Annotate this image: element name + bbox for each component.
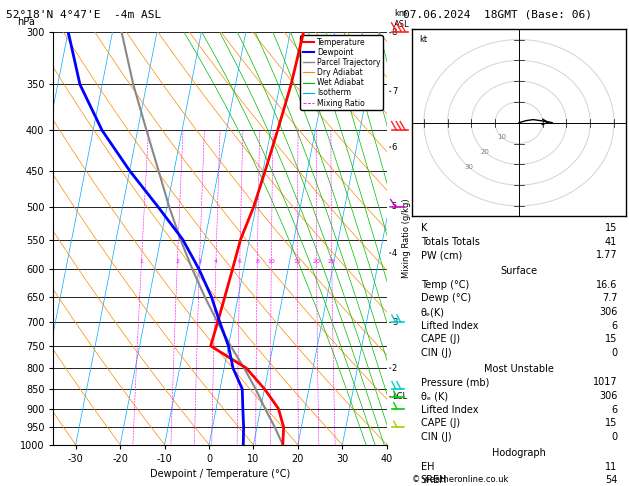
Text: 4: 4 [214,259,218,263]
Text: 10: 10 [498,135,506,140]
Text: 8: 8 [255,259,259,263]
Text: Dewp (°C): Dewp (°C) [421,294,470,303]
Text: kt: kt [419,35,427,44]
Text: 16.6: 16.6 [596,280,617,290]
Text: 7.7: 7.7 [602,294,617,303]
Text: 6: 6 [611,321,617,330]
Text: Mixing Ratio (g/kg): Mixing Ratio (g/kg) [403,198,411,278]
Text: 6: 6 [392,142,397,152]
Text: 25: 25 [328,259,336,263]
Text: 10: 10 [267,259,275,263]
Legend: Temperature, Dewpoint, Parcel Trajectory, Dry Adiabat, Wet Adiabat, Isotherm, Mi: Temperature, Dewpoint, Parcel Trajectory… [301,35,383,110]
Text: 1.77: 1.77 [596,250,617,260]
Text: 1: 1 [140,259,143,263]
Text: CIN (J): CIN (J) [421,432,451,442]
Text: 15: 15 [294,259,301,263]
Text: SREH: SREH [421,475,447,485]
Text: 15: 15 [605,334,617,344]
Text: hPa: hPa [17,17,35,27]
Text: Lifted Index: Lifted Index [421,405,478,415]
Text: Pressure (mb): Pressure (mb) [421,378,489,387]
Text: 3: 3 [198,259,201,263]
Text: 4: 4 [392,248,397,258]
Text: Most Unstable: Most Unstable [484,364,554,374]
Text: 306: 306 [599,391,617,401]
Text: Totals Totals: Totals Totals [421,237,479,246]
Text: 41: 41 [605,237,617,246]
Text: LCL: LCL [392,392,407,401]
Text: 5: 5 [392,202,397,211]
Text: θₑ(K): θₑ(K) [421,307,445,317]
Text: 7: 7 [392,87,397,96]
Text: K: K [421,223,427,233]
Text: 8: 8 [392,28,397,37]
Text: 1017: 1017 [593,378,617,387]
Text: 3: 3 [392,318,397,327]
Text: Lifted Index: Lifted Index [421,321,478,330]
Text: Surface: Surface [500,266,538,276]
Text: 306: 306 [599,307,617,317]
Text: 15: 15 [605,418,617,428]
Text: Hodograph: Hodograph [492,448,546,458]
Text: PW (cm): PW (cm) [421,250,462,260]
Text: CIN (J): CIN (J) [421,348,451,358]
Text: EH: EH [421,462,434,471]
Text: θₑ (K): θₑ (K) [421,391,448,401]
Text: 15: 15 [605,223,617,233]
Text: 11: 11 [605,462,617,471]
Text: 20: 20 [481,149,490,155]
Text: © weatheronline.co.uk: © weatheronline.co.uk [412,474,508,484]
Text: 20: 20 [313,259,321,263]
Text: 2: 2 [175,259,179,263]
Text: 07.06.2024  18GMT (Base: 06): 07.06.2024 18GMT (Base: 06) [403,10,591,20]
Text: 6: 6 [611,405,617,415]
Text: CAPE (J): CAPE (J) [421,334,460,344]
Text: CAPE (J): CAPE (J) [421,418,460,428]
Text: km
ASL: km ASL [394,9,409,29]
Text: 30: 30 [464,164,473,170]
X-axis label: Dewpoint / Temperature (°C): Dewpoint / Temperature (°C) [150,469,290,479]
Text: 0: 0 [611,348,617,358]
Text: Temp (°C): Temp (°C) [421,280,469,290]
Text: 0: 0 [611,432,617,442]
Text: 2: 2 [392,364,397,373]
Text: 54: 54 [605,475,617,485]
Text: 6: 6 [238,259,242,263]
Text: 52°18'N 4°47'E  -4m ASL: 52°18'N 4°47'E -4m ASL [6,10,162,20]
